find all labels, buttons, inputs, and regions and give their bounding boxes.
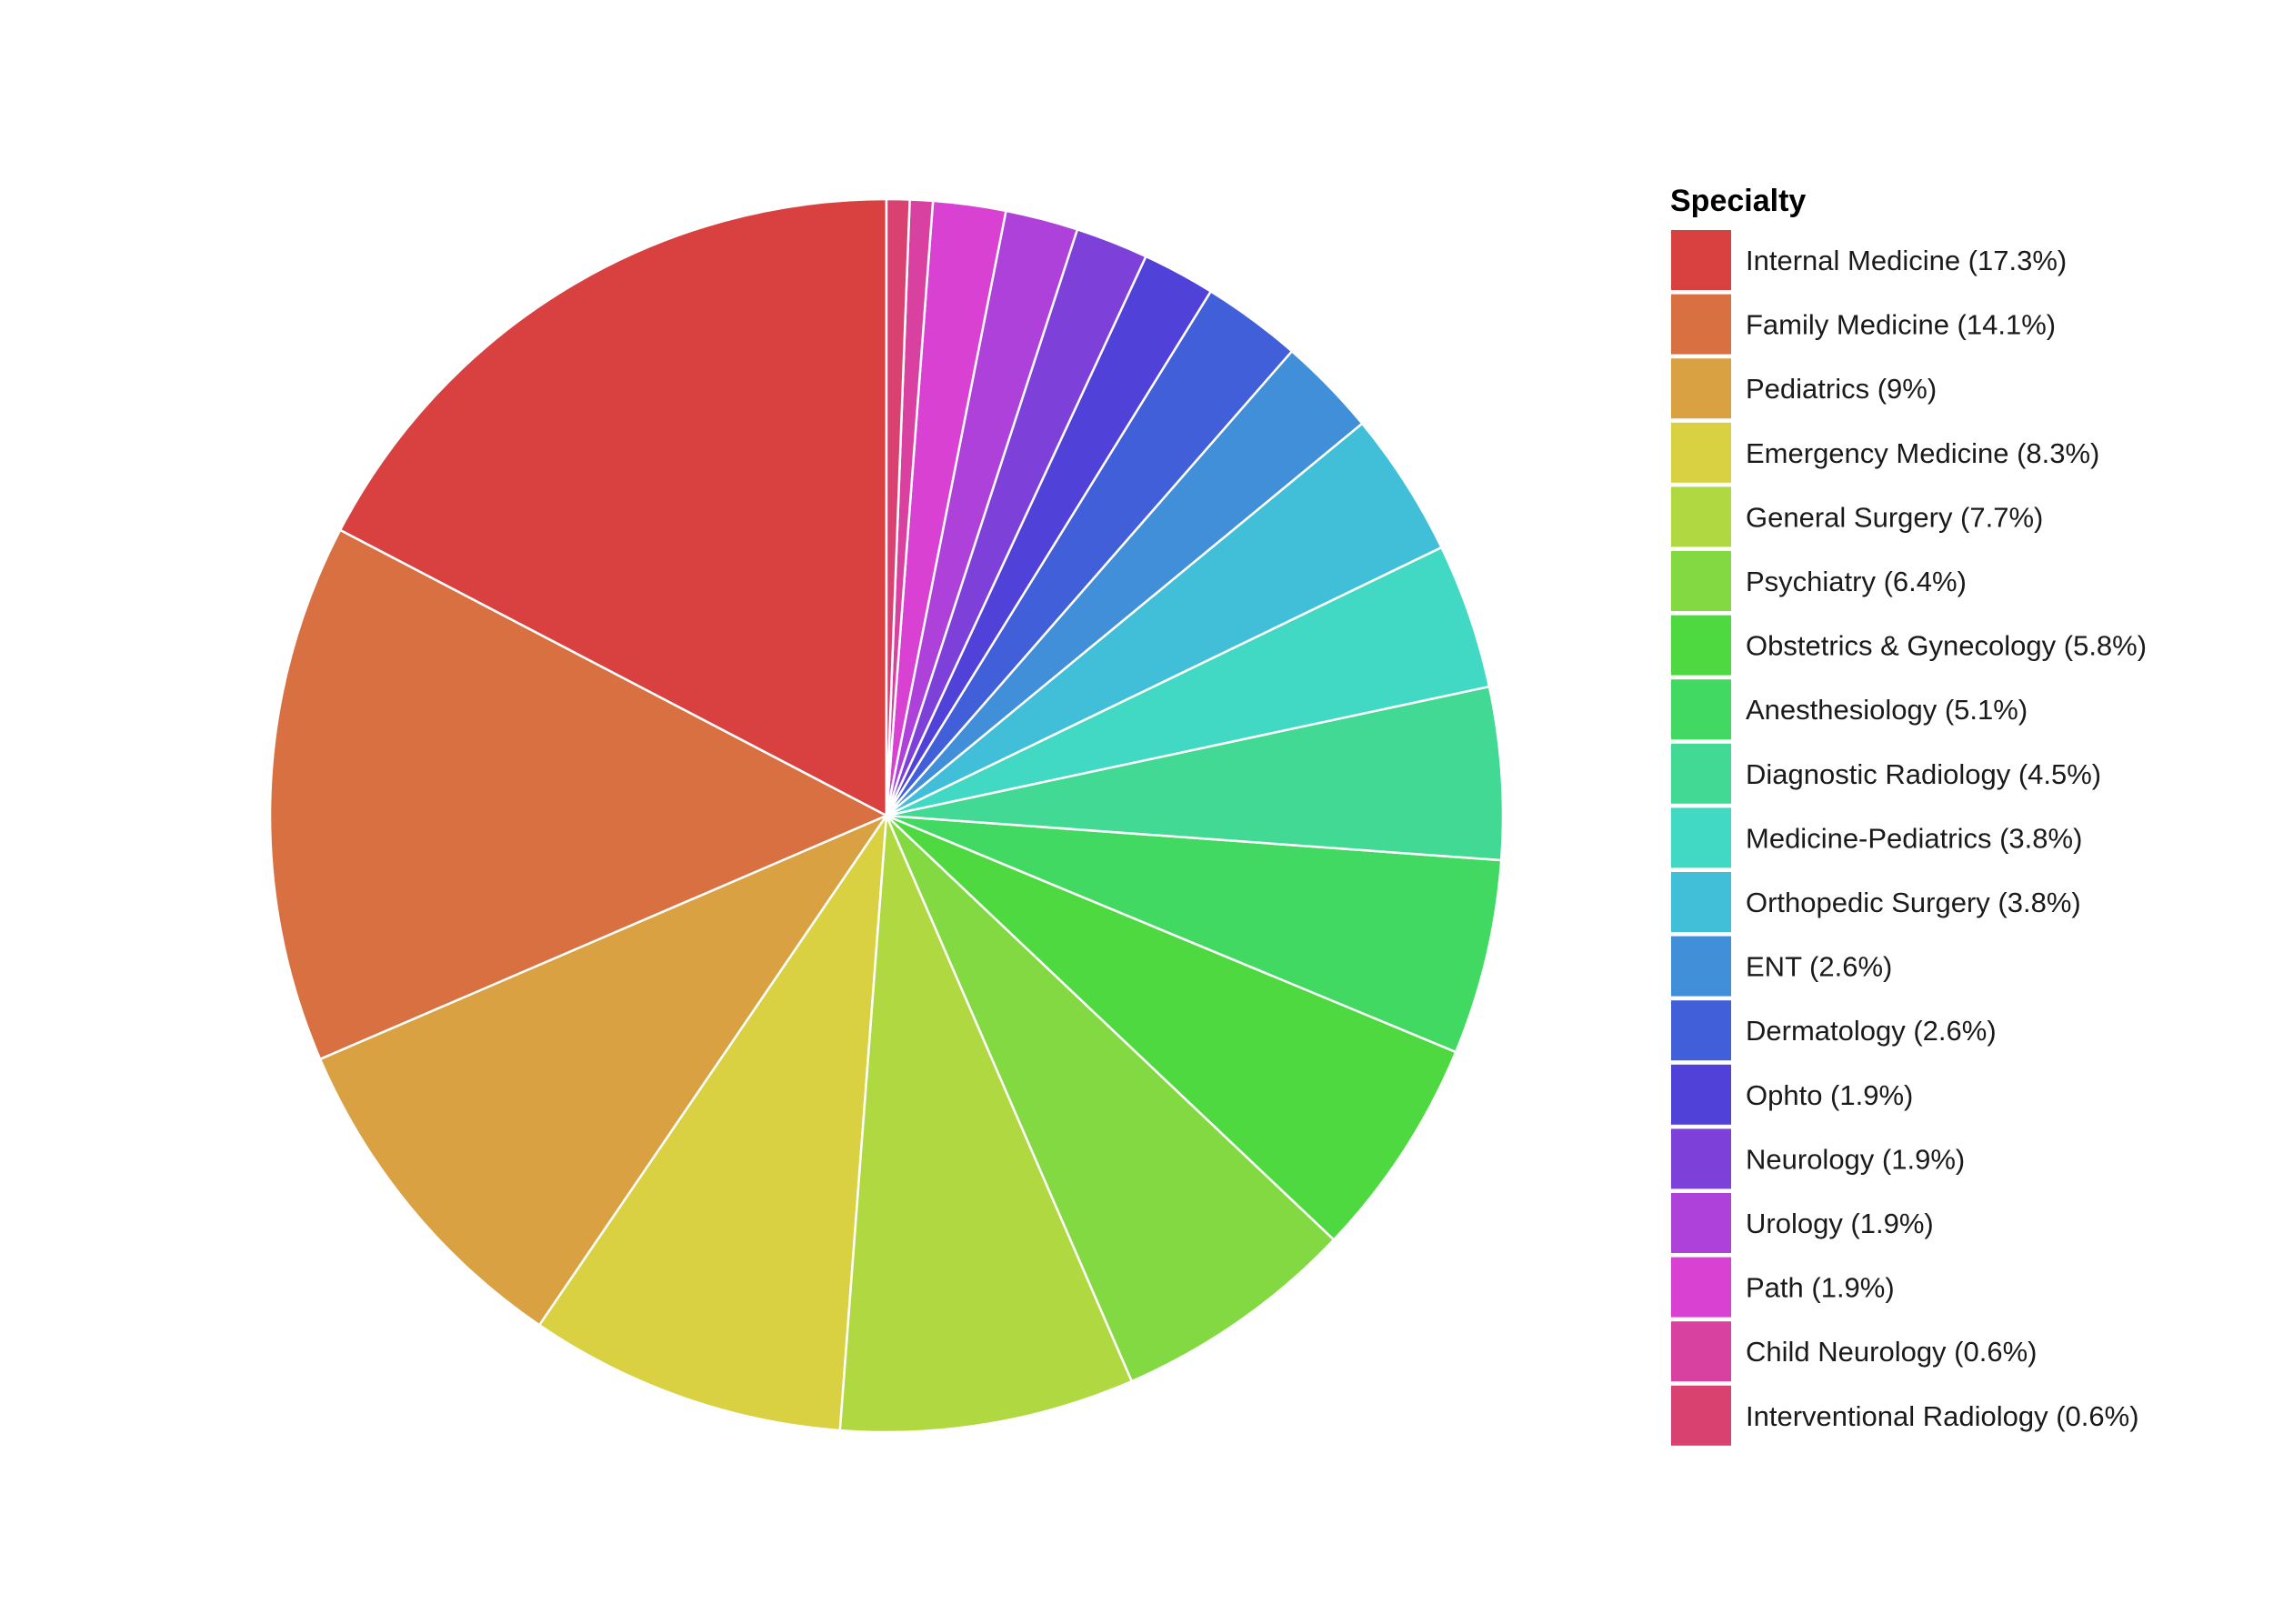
pie-slice-family-medicine	[268, 528, 889, 1061]
legend-label: Internal Medicine (17.3%)	[1746, 245, 2067, 276]
legend-key-dermatology	[1669, 998, 1733, 1063]
legend-label: Ophto (1.9%)	[1746, 1079, 1913, 1111]
legend-label: Dermatology (2.6%)	[1746, 1015, 1997, 1047]
legend-key-interventional-radiology	[1669, 1383, 1733, 1448]
legend-key-anesthesiology	[1669, 677, 1733, 742]
pie-slices	[268, 197, 1505, 1434]
legend-key-ent	[1669, 934, 1733, 998]
legend-label: Interventional Radiology (0.6%)	[1746, 1400, 2139, 1432]
pie-slice-general-surgery	[838, 815, 1134, 1434]
legend-key-emergency-medicine	[1669, 420, 1733, 485]
legend-label: Diagnostic Radiology (4.5%)	[1746, 758, 2101, 790]
legend-key-child-neurology	[1669, 1319, 1733, 1384]
legend: Specialty Internal Medicine (17.3%) Famil…	[1669, 184, 2147, 1448]
legend-label: Emergency Medicine (8.3%)	[1746, 437, 2099, 469]
legend-items: Internal Medicine (17.3%) Family Medicine…	[1669, 228, 2147, 1448]
legend-label: ENT (2.6%)	[1746, 951, 1892, 983]
pie-slice-psychiatry	[885, 815, 1336, 1383]
legend-label: Neurology (1.9%)	[1746, 1143, 1965, 1175]
pie-slice-interventional-radiology	[885, 197, 911, 817]
legend-key-medicine-pediatrics	[1669, 806, 1733, 870]
legend-label: Anesthesiology (5.1%)	[1746, 694, 2028, 726]
pie-slice-diagnostic-radiology	[886, 685, 1505, 862]
legend-label: General Surgery (7.7%)	[1746, 501, 2043, 533]
legend-key-orthopedic-surgery	[1669, 870, 1733, 934]
legend-label: Child Neurology (0.6%)	[1746, 1336, 2037, 1368]
pie-slice-obstetrics-gynecology	[886, 814, 1457, 1242]
pie-slice-emergency-medicine	[537, 811, 888, 1432]
legend-title: Specialty	[1670, 184, 1806, 218]
legend-key-pediatrics	[1669, 356, 1733, 421]
legend-label: Orthopedic Surgery (3.8%)	[1746, 887, 2081, 918]
legend-key-diagnostic-radiology	[1669, 741, 1733, 806]
pie-slice-anesthesiology	[886, 814, 1503, 1054]
legend-key-neurology	[1669, 1127, 1733, 1191]
legend-label: Medicine-Pediatrics (3.8%)	[1746, 822, 2082, 854]
legend-label: Psychiatry (6.4%)	[1746, 566, 1967, 597]
legend-label: Obstetrics & Gynecology (5.8%)	[1746, 630, 2147, 662]
legend-key-urology	[1669, 1191, 1733, 1255]
legend-label: Urology (1.9%)	[1746, 1208, 1934, 1239]
legend-key-family-medicine	[1669, 292, 1733, 356]
legend-key-psychiatry	[1669, 549, 1733, 613]
legend-label: Pediatrics (9%)	[1746, 373, 1937, 405]
legend-label: Family Medicine (14.1%)	[1746, 309, 2056, 341]
pie-slice-pediatrics	[318, 813, 890, 1328]
legend-key-ophto	[1669, 1062, 1733, 1127]
pie-slice-internal-medicine	[338, 197, 888, 818]
legend-label: Path (1.9%)	[1746, 1272, 1895, 1304]
legend-key-internal-medicine	[1669, 228, 1733, 292]
legend-key-general-surgery	[1669, 485, 1733, 549]
legend-key-obstetrics-gynecology	[1669, 613, 1733, 677]
legend-key-path	[1669, 1255, 1733, 1319]
